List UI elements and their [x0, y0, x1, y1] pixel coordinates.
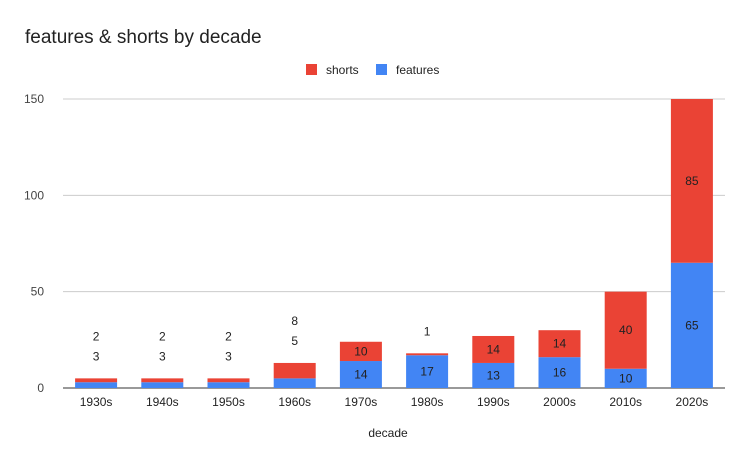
legend-label-features: features [396, 63, 439, 77]
bar-shorts-1930s [75, 378, 118, 383]
bar-features-1930s [75, 382, 118, 388]
data-labels: 3 2 3 2 3 2 5 8 14 10 17 1 13 14 16 14 10 40 65 85 [93, 174, 699, 385]
legend-swatch-shorts [306, 64, 317, 75]
bars [75, 99, 713, 388]
data-label-features: 3 [93, 349, 100, 363]
data-label-features: 17 [420, 365, 434, 379]
x-axis-label: decade [368, 426, 408, 440]
data-label-shorts: 14 [553, 337, 567, 351]
legend-label-shorts: shorts [326, 63, 359, 77]
data-label-features: 3 [159, 349, 166, 363]
data-label-shorts: 8 [291, 314, 298, 328]
bar-shorts-1960s [273, 362, 316, 379]
data-label-features: 3 [225, 349, 232, 363]
bar-features-1990s [472, 362, 515, 388]
x-tick-label: 1940s [146, 395, 179, 409]
bar-features-1980s [406, 355, 449, 388]
data-label-shorts: 85 [685, 174, 699, 188]
bar-shorts-1950s [207, 378, 250, 383]
data-label-shorts: 2 [225, 329, 232, 343]
data-label-shorts: 14 [487, 342, 501, 356]
legend: shorts features [306, 63, 439, 77]
bar-features-1960s [273, 378, 316, 388]
x-tick-label: 1960s [278, 395, 311, 409]
x-tick-label: 2020s [676, 395, 709, 409]
data-label-shorts: 2 [93, 329, 100, 343]
x-tick-label: 1930s [80, 395, 113, 409]
bar-features-1970s [339, 361, 382, 388]
data-label-features: 10 [619, 371, 633, 385]
y-tick-label: 50 [31, 285, 45, 299]
data-label-features: 5 [291, 334, 298, 348]
x-tick-label: 1970s [345, 395, 378, 409]
x-tick-label: 1990s [477, 395, 510, 409]
bar-shorts-2010s [604, 291, 647, 369]
data-label-shorts: 10 [354, 344, 368, 358]
x-tick-label: 2000s [543, 395, 576, 409]
bar-features-1950s [207, 382, 250, 388]
bar-shorts-2020s [670, 99, 713, 263]
bar-shorts-1980s [406, 353, 449, 356]
y-tick-label: 0 [37, 381, 44, 395]
y-tick-label: 150 [24, 92, 44, 106]
x-tick-label: 1950s [212, 395, 245, 409]
x-tick-label: 1980s [411, 395, 444, 409]
data-label-features: 13 [487, 368, 501, 382]
data-label-shorts: 1 [424, 324, 431, 338]
x-axis-ticks: 1930s 1940s 1950s 1960s 1970s 1980s 1990s 2000s… [80, 395, 709, 409]
data-label-features: 16 [553, 366, 567, 380]
bar-features-2000s [538, 357, 581, 388]
data-label-shorts: 40 [619, 323, 633, 337]
bar-shorts-1940s [141, 378, 184, 383]
bar-shorts-2000s [538, 330, 581, 358]
legend-swatch-features [376, 64, 387, 75]
data-label-features: 14 [354, 368, 368, 382]
bar-features-2020s [670, 262, 713, 388]
bar-features-1940s [141, 382, 184, 388]
bar-shorts-1970s [339, 341, 382, 362]
bar-features-2010s [604, 368, 647, 388]
data-label-shorts: 2 [159, 329, 166, 343]
y-tick-label: 100 [24, 188, 44, 202]
bar-shorts-1990s [472, 335, 515, 363]
chart-title: features & shorts by decade [25, 27, 262, 48]
x-tick-label: 2010s [609, 395, 642, 409]
data-label-features: 65 [685, 318, 699, 332]
